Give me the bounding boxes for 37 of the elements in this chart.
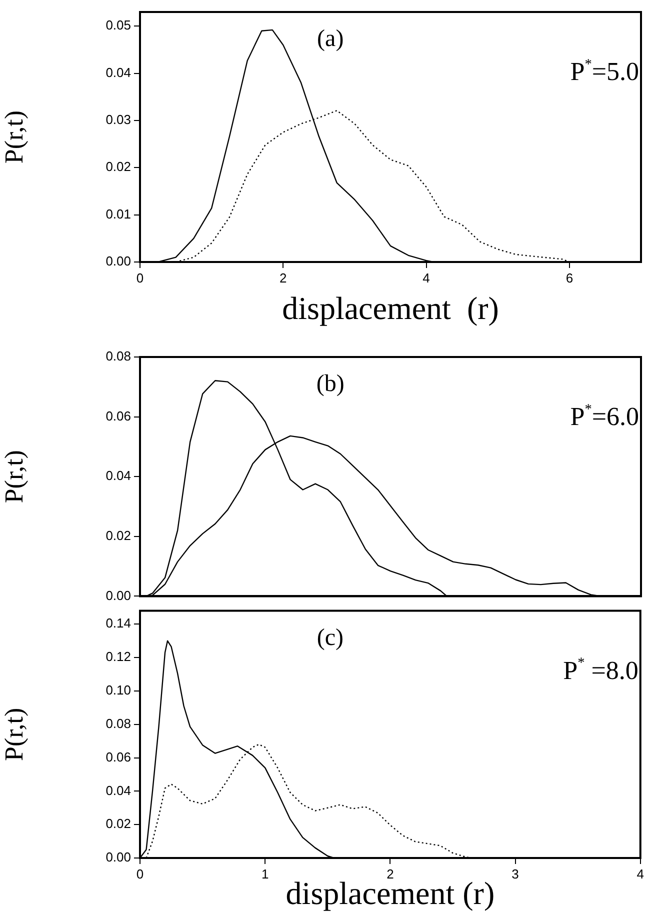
annotation: P*=5.0 bbox=[570, 56, 640, 86]
y-tick-label: 0.02 bbox=[106, 159, 131, 174]
y-tick-label: 0.10 bbox=[106, 682, 131, 698]
y-axis-title: P(r,t) bbox=[0, 708, 28, 761]
x-tick-label: 4 bbox=[636, 866, 644, 882]
y-tick-label: 0.00 bbox=[106, 850, 131, 865]
y-tick-label: 0.08 bbox=[106, 348, 131, 364]
x-tick-label: 0 bbox=[136, 866, 144, 882]
x-tick-label: 6 bbox=[566, 270, 574, 286]
y-axis-title: P(r,t) bbox=[0, 110, 28, 164]
y-tick-label: 0.12 bbox=[106, 649, 131, 664]
x-axis-title: displacement (r) bbox=[282, 290, 499, 326]
annotation: P*=6.0 bbox=[570, 401, 640, 431]
y-tick-label: 0.04 bbox=[106, 468, 131, 484]
x-tick-label: 2 bbox=[280, 270, 287, 286]
annotation: (b) bbox=[316, 371, 344, 397]
y-tick-label: 0.00 bbox=[106, 588, 131, 603]
y-tick-label: 0.05 bbox=[106, 18, 131, 33]
x-tick-label: 4 bbox=[422, 270, 430, 286]
x-tick-label: 3 bbox=[512, 866, 519, 882]
y-tick-label: 0.08 bbox=[106, 716, 131, 731]
y-tick-label: 0.04 bbox=[106, 782, 131, 798]
y-tick-label: 0.06 bbox=[106, 749, 131, 764]
annotation: P* =8.0 bbox=[563, 655, 638, 685]
y-tick-label: 0.00 bbox=[106, 254, 131, 269]
y-tick-label: 0.04 bbox=[106, 64, 131, 80]
y-tick-label: 0.03 bbox=[106, 112, 131, 128]
y-axis-title: P(r,t) bbox=[0, 450, 28, 504]
y-tick-label: 0.02 bbox=[106, 816, 131, 832]
x-tick-label: 1 bbox=[261, 866, 269, 882]
y-tick-label: 0.01 bbox=[106, 206, 131, 222]
y-tick-label: 0.14 bbox=[106, 616, 131, 631]
y-tick-label: 0.02 bbox=[106, 528, 131, 543]
x-tick-label: 0 bbox=[136, 270, 144, 286]
annotation: (a) bbox=[317, 26, 344, 52]
annotation: (c) bbox=[316, 624, 344, 651]
y-tick-label: 0.06 bbox=[106, 408, 131, 424]
